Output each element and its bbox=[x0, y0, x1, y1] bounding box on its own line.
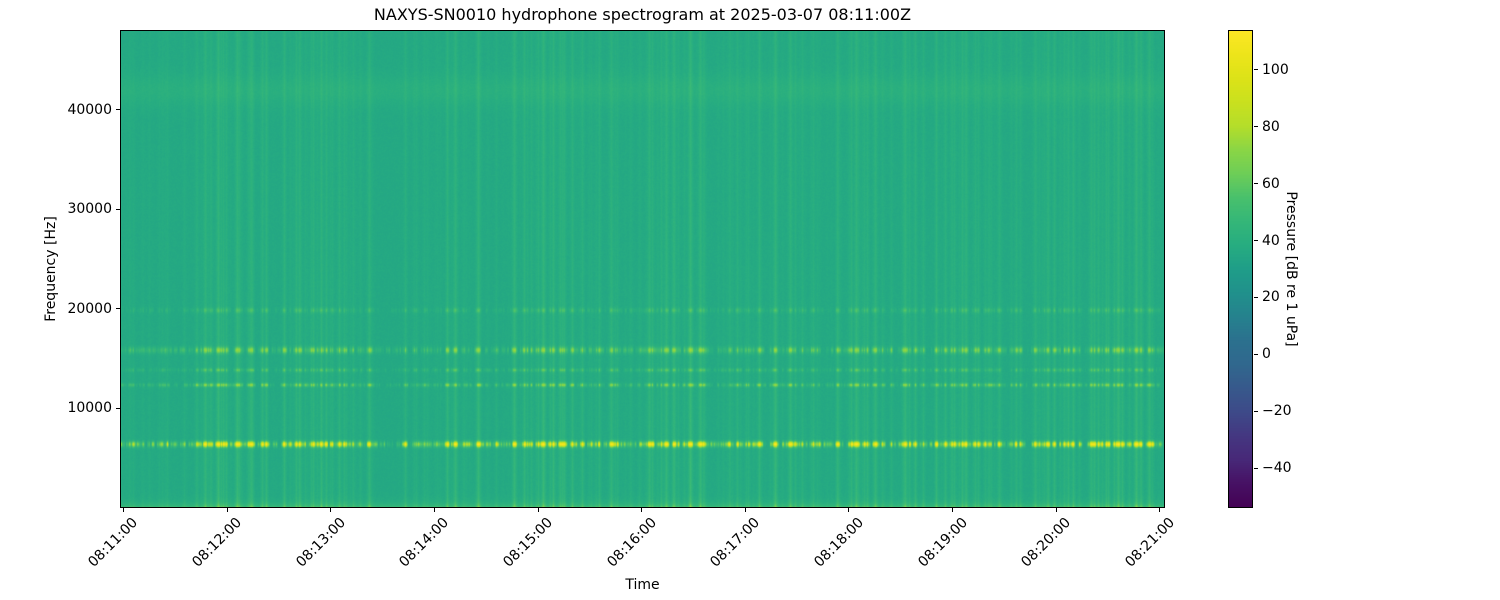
colorbar-tick-mark bbox=[1254, 296, 1258, 298]
colorbar bbox=[1228, 30, 1253, 508]
colorbar-tick-mark bbox=[1254, 69, 1258, 71]
y-tick-mark bbox=[116, 308, 120, 310]
chart-title: NAXYS-SN0010 hydrophone spectrogram at 2… bbox=[373, 5, 912, 24]
colorbar-tick-label: −20 bbox=[1262, 403, 1292, 420]
colorbar-tick-label: 60 bbox=[1262, 175, 1280, 192]
colorbar-tick-mark bbox=[1254, 410, 1258, 412]
x-tick-mark bbox=[848, 508, 850, 512]
spectrogram-canvas bbox=[120, 30, 1165, 508]
colorbar-tick-mark bbox=[1254, 353, 1258, 355]
x-tick-label: 08:20:00 bbox=[1018, 514, 1075, 571]
x-tick-mark bbox=[122, 508, 124, 512]
colorbar-tick-label: 20 bbox=[1262, 289, 1280, 306]
x-tick-label: 08:15:00 bbox=[500, 514, 557, 571]
x-tick-label: 08:12:00 bbox=[189, 514, 246, 571]
x-tick-label: 08:14:00 bbox=[396, 514, 453, 571]
x-tick-mark bbox=[330, 508, 332, 512]
x-tick-label: 08:13:00 bbox=[292, 514, 349, 571]
x-tick-label: 08:18:00 bbox=[811, 514, 867, 571]
colorbar-tick-mark bbox=[1254, 467, 1258, 469]
x-axis-label: Time bbox=[625, 577, 660, 593]
x-tick-mark bbox=[1055, 508, 1057, 512]
x-tick-mark bbox=[433, 508, 435, 512]
colorbar-tick-label: 100 bbox=[1262, 61, 1289, 78]
y-tick-mark bbox=[116, 109, 120, 111]
x-tick-label: 08:19:00 bbox=[914, 514, 971, 571]
colorbar-tick-mark bbox=[1254, 183, 1258, 185]
y-axis-label: Frequency [Hz] bbox=[43, 216, 59, 322]
y-tick-label: 20000 bbox=[67, 300, 112, 317]
x-tick-label: 08:17:00 bbox=[707, 514, 764, 571]
colorbar-tick-label: −40 bbox=[1262, 460, 1292, 477]
colorbar-tick-mark bbox=[1254, 240, 1258, 242]
x-tick-label: 08:11:00 bbox=[85, 514, 142, 571]
y-tick-mark bbox=[116, 407, 120, 409]
y-tick-label: 30000 bbox=[67, 201, 112, 218]
x-tick-mark bbox=[537, 508, 539, 512]
x-tick-label: 08:21:00 bbox=[1122, 514, 1178, 571]
x-tick-mark bbox=[641, 508, 643, 512]
x-tick-label: 08:16:00 bbox=[603, 514, 660, 571]
colorbar-tick-label: 0 bbox=[1262, 346, 1271, 363]
x-tick-mark bbox=[226, 508, 228, 512]
x-tick-mark bbox=[1159, 508, 1161, 512]
y-tick-mark bbox=[116, 208, 120, 210]
y-tick-label: 10000 bbox=[67, 400, 112, 417]
x-tick-mark bbox=[952, 508, 954, 512]
colorbar-tick-mark bbox=[1254, 126, 1258, 128]
colorbar-tick-label: 80 bbox=[1262, 118, 1280, 135]
y-tick-label: 40000 bbox=[67, 101, 112, 118]
x-tick-mark bbox=[744, 508, 746, 512]
colorbar-label: Pressure [dB re 1 uPa] bbox=[1283, 191, 1299, 347]
colorbar-tick-label: 40 bbox=[1262, 232, 1280, 249]
